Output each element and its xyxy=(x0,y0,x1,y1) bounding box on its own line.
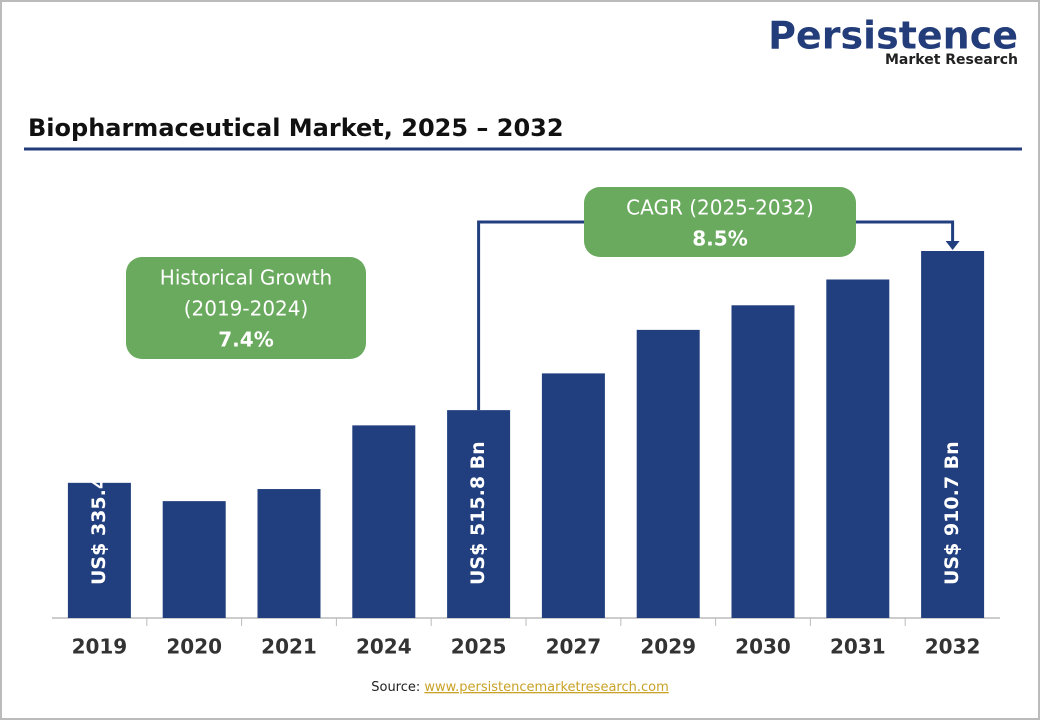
source: Source: www.persistencemarketresearch.co… xyxy=(371,680,669,695)
x-tick-label: 2021 xyxy=(261,635,317,659)
source-url[interactable]: www.persistencemarketresearch.com xyxy=(424,680,668,695)
arrow-head xyxy=(945,241,960,250)
bar xyxy=(67,482,131,618)
x-tick-label: 2032 xyxy=(925,635,981,659)
x-tick-label: 2020 xyxy=(166,635,222,659)
bar xyxy=(447,410,511,618)
bar xyxy=(636,329,700,618)
bar xyxy=(731,305,795,618)
x-tick-label: 2027 xyxy=(546,635,602,659)
x-tick-label: 2030 xyxy=(735,635,791,659)
brand-sub: Market Research xyxy=(885,52,1018,68)
annotation-text: CAGR (2025-2032) xyxy=(626,196,814,220)
annotation-box xyxy=(126,257,366,359)
chart-title: Biopharmaceutical Market, 2025 – 2032 xyxy=(28,114,564,142)
value-label: US$ 335.4 Bn xyxy=(88,441,110,585)
x-tick-label: 2031 xyxy=(830,635,886,659)
bar xyxy=(162,501,226,618)
annotation-text: Historical Growth xyxy=(160,266,332,290)
annotation-value: 7.4% xyxy=(218,328,273,352)
annotation-text: (2019-2024) xyxy=(184,297,309,321)
x-tick-label: 2024 xyxy=(356,635,412,659)
value-label: US$ 910.7 Bn xyxy=(941,441,963,585)
bar xyxy=(257,489,321,618)
bar xyxy=(921,251,985,618)
annotation-box xyxy=(584,187,856,257)
annotation-value: 8.5% xyxy=(692,227,747,251)
x-tick-label: 2019 xyxy=(72,635,128,659)
bar xyxy=(826,279,890,618)
bar xyxy=(541,373,605,618)
brand: Persistence xyxy=(768,14,1018,58)
value-label: US$ 515.8 Bn xyxy=(467,441,489,585)
bar xyxy=(352,425,416,618)
x-tick-label: 2025 xyxy=(451,635,507,659)
x-tick-label: 2029 xyxy=(640,635,696,659)
source-label: Source: xyxy=(371,680,420,695)
